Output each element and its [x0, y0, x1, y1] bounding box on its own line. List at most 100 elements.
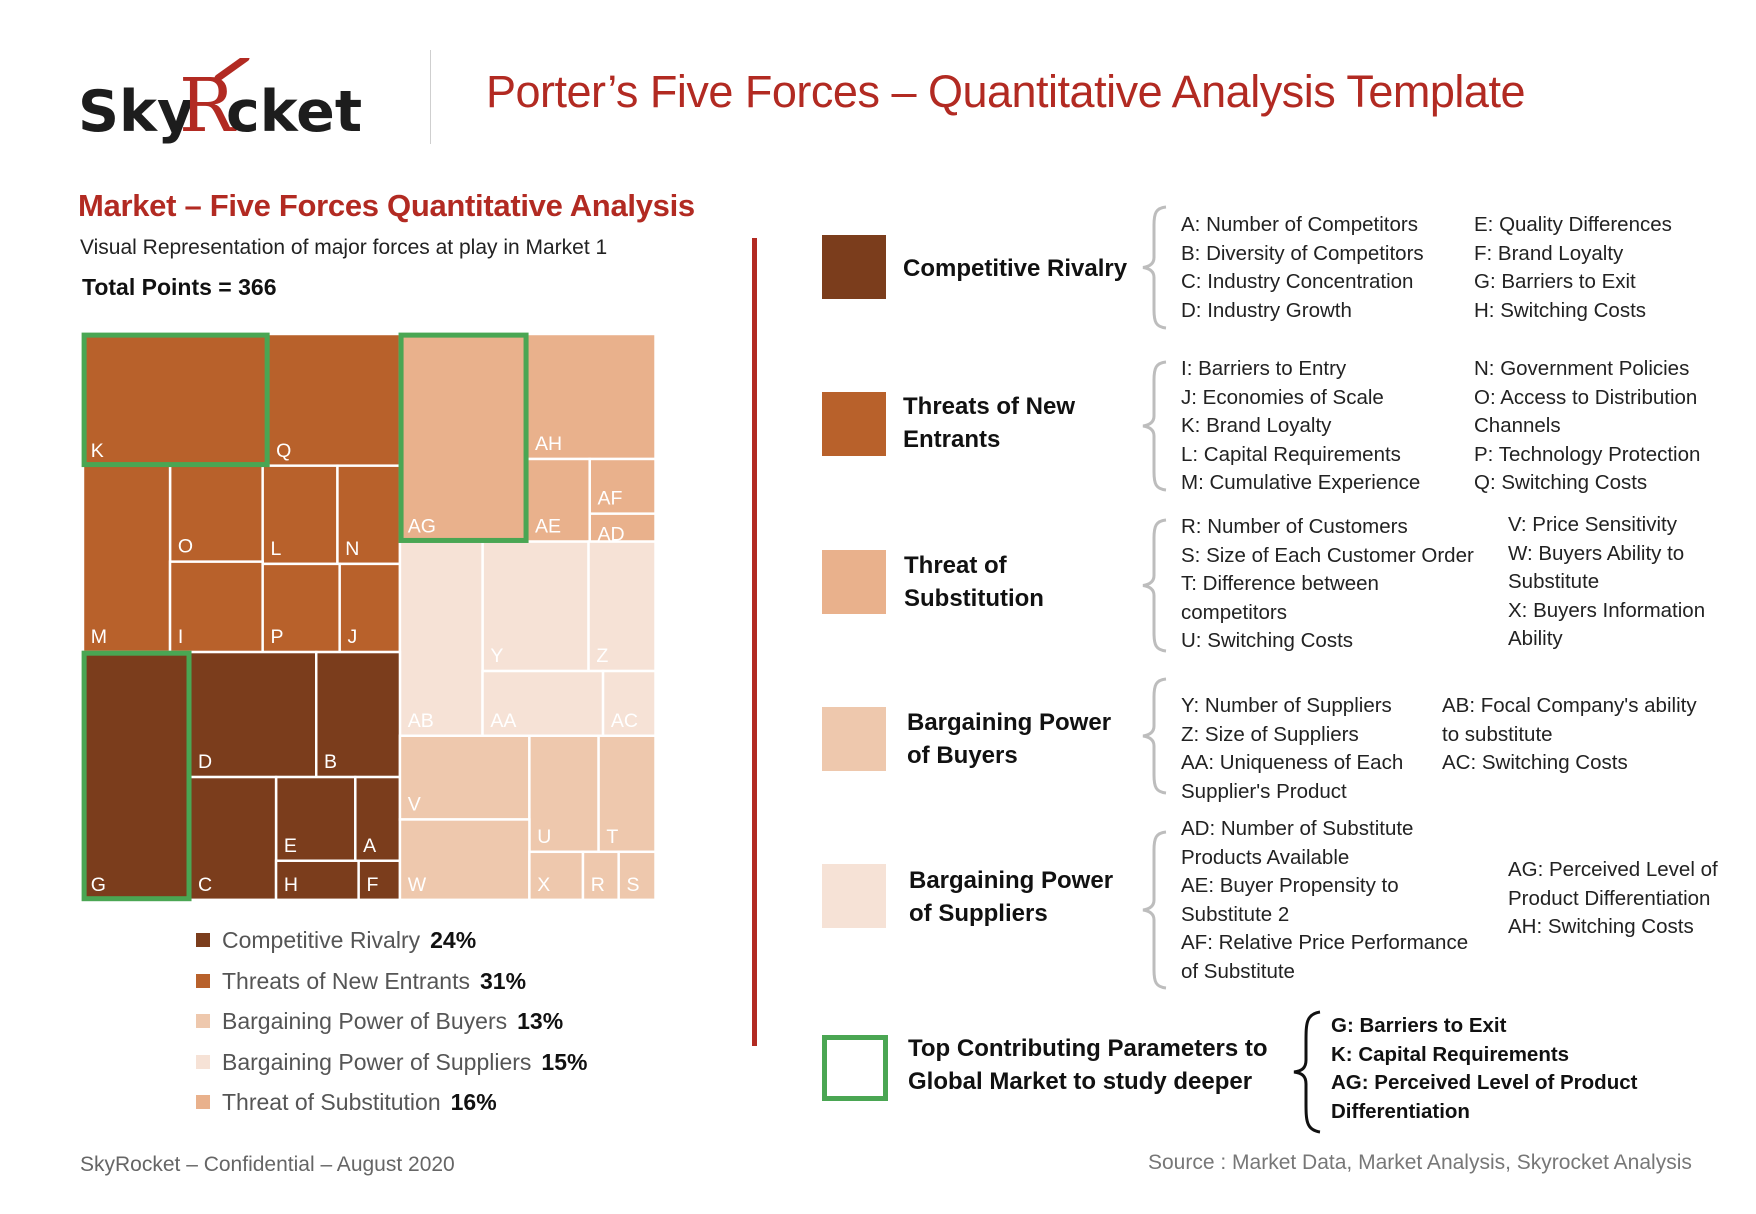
force-label-line: of Buyers	[907, 742, 1018, 769]
treemap-cell-h	[274, 859, 360, 902]
force-label-line: Threats of New	[903, 393, 1076, 420]
param-item: AB: Focal Company's ability	[1442, 694, 1697, 717]
param-item: J: Economies of Scale	[1181, 385, 1384, 409]
param-item: Substitute 2	[1181, 902, 1290, 926]
bargaining-suppliers-brace	[1140, 830, 1170, 995]
param-item: Q: Switching Costs	[1474, 471, 1648, 495]
force-label-line: Competitive Rivalry	[903, 255, 1128, 282]
param-item: H: Switching Costs	[1474, 298, 1647, 322]
treemap-cell-label: AC	[611, 710, 638, 732]
skyrocket-logo: Sky R cket	[78, 54, 398, 150]
param-item: T: Difference between	[1181, 572, 1379, 596]
treemap-cell-label: O	[178, 536, 193, 558]
param-item: G: Barriers to Exit	[1474, 270, 1636, 294]
threats-new-entrants-params-col1: I: Barriers to Entry J: Economies of Scal…	[1181, 355, 1420, 498]
param-item: C: Industry Concentration	[1181, 270, 1414, 294]
param-item: M: Cumulative Experience	[1181, 471, 1421, 495]
competitive-rivalry-params-col1: A: Number of Competitors B: Diversity of …	[1181, 211, 1424, 325]
threat-substitution-swatch	[822, 550, 886, 614]
param-item: U: Switching Costs	[1181, 629, 1354, 653]
legend-percent: 16%	[450, 1089, 497, 1115]
param-item: of Substitute	[1181, 959, 1295, 983]
treemap-cell-label: Q	[276, 440, 291, 462]
treemap-cell-d	[188, 650, 318, 779]
param-item: K: Brand Loyalty	[1181, 414, 1332, 438]
treemap-cell-label: H	[284, 874, 298, 896]
page-title: Porter’s Five Forces – Quantitative Anal…	[486, 66, 1525, 117]
bargaining-buyers-label: Bargaining Power of Buyers	[907, 706, 1111, 772]
param-item: B: Diversity of Competitors	[1181, 241, 1424, 265]
force-label-line: Bargaining Power	[907, 709, 1112, 736]
treemap-cell-label: I	[178, 626, 183, 648]
treemap-cell-label: J	[347, 626, 357, 648]
treemap-cell-b	[315, 650, 402, 779]
treemap-cell-label: AF	[597, 488, 622, 510]
bargaining-buyers-swatch	[822, 707, 886, 771]
legend-item: Bargaining Power of Buyers 13%	[196, 1007, 563, 1035]
treemap-cell-m	[81, 464, 172, 654]
legend-item: Threats of New Entrants 31%	[196, 967, 526, 995]
total-points: Total Points = 366	[82, 274, 277, 300]
threats-new-entrants-brace	[1140, 360, 1170, 497]
threats-new-entrants-swatch	[822, 392, 886, 456]
bargaining-suppliers-swatch	[822, 864, 886, 928]
treemap-cell-label: V	[408, 794, 421, 816]
logo-text-sky: Sky	[78, 79, 194, 145]
treemap-cell-ac	[601, 669, 657, 737]
competitive-rivalry-brace	[1140, 205, 1170, 335]
treemap-cell-label: L	[270, 538, 281, 560]
treemap-cell-ab	[398, 540, 484, 737]
force-label-line: of Suppliers	[909, 900, 1048, 927]
top-parameter-item: AG: Perceived Level of Product	[1331, 1071, 1638, 1095]
threats-new-entrants-params-col2: N: Government Policies O: Access to Distr…	[1474, 355, 1700, 498]
treemap-cell-label: M	[91, 626, 107, 648]
param-item: Ability	[1508, 627, 1563, 651]
treemap-cell-label: B	[324, 751, 337, 773]
competitive-rivalry-params-col2: E: Quality Differences F: Brand Loyalty G:…	[1474, 211, 1672, 325]
competitive-rivalry-swatch	[822, 235, 886, 299]
legend-percent: 13%	[517, 1008, 564, 1034]
param-item: P: Technology Protection	[1474, 442, 1701, 466]
treemap-cell-q	[267, 332, 402, 467]
legend-label: Bargaining Power of Suppliers	[222, 1048, 532, 1075]
force-label-line: Entrants	[903, 426, 1001, 453]
top-parameter-item: Differentiation	[1331, 1099, 1470, 1123]
treemap-cell-af	[588, 457, 657, 515]
section-subtitle: Visual Representation of major forces at…	[80, 236, 608, 259]
treemap-highlight-box	[398, 332, 529, 543]
threat-substitution-params-col1: R: Number of Customers S: Size of Each Cu…	[1181, 513, 1474, 656]
legend-percent: 31%	[480, 967, 527, 994]
top-parameter-item: K: Capital Requirements	[1331, 1042, 1570, 1066]
treemap-cell-n	[336, 464, 402, 566]
param-item: Product Differentiation	[1508, 886, 1711, 910]
legend-label: Threat of Substitution	[222, 1089, 441, 1115]
treemap-cell-t	[597, 734, 657, 854]
treemap-cell-label: G	[91, 874, 106, 896]
legend-swatch	[196, 1095, 210, 1110]
param-item: to substitute	[1442, 722, 1553, 746]
param-item: E: Quality Differences	[1474, 213, 1672, 236]
legend-percent: 24%	[430, 927, 477, 953]
param-item: A: Number of Competitors	[1181, 213, 1418, 236]
treemap-cell-label: AG	[408, 516, 436, 538]
treemap-cell-k	[81, 332, 270, 467]
param-item: S: Size of Each Customer Order	[1181, 543, 1474, 567]
param-item: L: Capital Requirements	[1181, 442, 1401, 466]
legend-item: Bargaining Power of Suppliers 15%	[196, 1048, 587, 1076]
forces-treemap: K Q AG AH AF AD AE O L N M I P J Y Z AB AA AC G D B E A C H F V U T W X…	[79, 330, 661, 902]
legend-item: Competitive Rivalry 24%	[196, 926, 476, 954]
param-item: Y: Number of Suppliers	[1181, 694, 1392, 717]
legend-item: Threat of Substitution 16%	[196, 1088, 497, 1116]
bargaining-suppliers-params-col2: AG: Perceived Level of Product Differenti…	[1508, 856, 1718, 942]
treemap-cell-label: AA	[490, 710, 516, 732]
footer-source: Source : Market Data, Market Analysis, S…	[1148, 1151, 1692, 1174]
treemap-highlight-box	[81, 332, 270, 468]
logo-text-ocket: cket	[226, 79, 362, 145]
treemap-cell-label: K	[91, 440, 104, 462]
bargaining-suppliers-params-col1: AD: Number of Substitute Products Availab…	[1181, 815, 1468, 987]
treemap-cell-a	[354, 775, 402, 862]
treemap-cell-label: W	[408, 874, 427, 896]
bargaining-buyers-brace	[1140, 677, 1170, 800]
treemap-cell-label: T	[606, 826, 618, 848]
param-item: AD: Number of Substitute	[1181, 817, 1414, 840]
